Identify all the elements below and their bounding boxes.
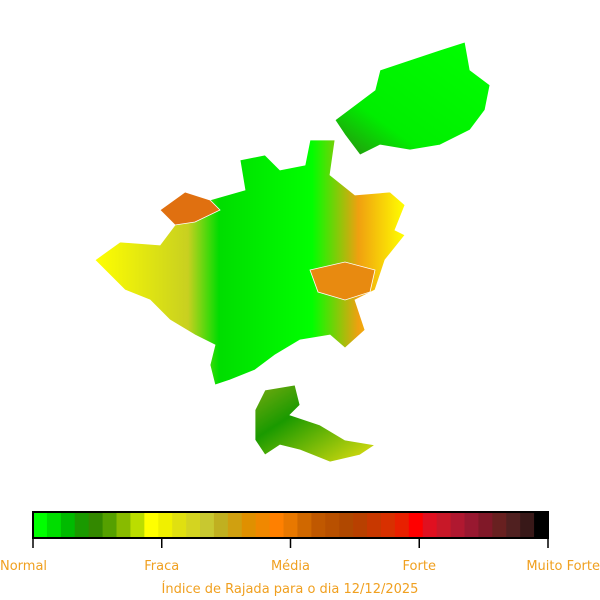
colorbar-swatch xyxy=(144,512,159,538)
colorbar-label: Forte xyxy=(403,559,436,574)
colorbar-swatch xyxy=(325,512,340,538)
region-south xyxy=(254,384,377,463)
colorbar-swatch xyxy=(46,512,62,538)
colorbar-swatch xyxy=(450,512,465,538)
colorbar-labels: Normal Fraca Média Forte Muito Forte xyxy=(0,538,600,574)
colorbar-label: Normal xyxy=(0,559,47,574)
colorbar-swatch xyxy=(213,512,229,538)
colorbar-swatch xyxy=(311,512,326,538)
colorbar-swatch xyxy=(534,512,549,538)
colorbar-swatch xyxy=(422,512,438,538)
colorbar xyxy=(33,512,549,538)
colorbar-swatch xyxy=(200,512,215,538)
colorbar-swatch xyxy=(88,512,104,538)
colorbar-swatch xyxy=(367,512,382,538)
colorbar-swatch xyxy=(464,512,479,538)
colorbar-label: Fraca xyxy=(144,559,179,574)
region-central xyxy=(94,139,406,386)
colorbar-swatch xyxy=(116,512,131,538)
colorbar-swatch xyxy=(478,512,493,538)
colorbar-swatch xyxy=(297,512,312,538)
colorbar-swatch xyxy=(520,512,535,538)
region-hotspot-east xyxy=(309,261,376,301)
colorbar-swatch xyxy=(227,512,243,538)
colorbar-swatch xyxy=(33,512,48,538)
colorbar-swatch xyxy=(74,512,90,538)
caption: Índice de Rajada para o dia 12/12/2025 xyxy=(162,581,419,597)
colorbar-swatch xyxy=(172,512,187,538)
colorbar-swatch xyxy=(255,512,271,538)
region-hotspot-north xyxy=(159,191,221,226)
colorbar-swatch xyxy=(408,512,424,538)
colorbar-swatch xyxy=(506,512,521,538)
colorbar-swatch xyxy=(339,512,354,538)
colorbar-swatch xyxy=(353,512,368,538)
colorbar-swatch xyxy=(186,512,201,538)
colorbar-swatch xyxy=(130,512,145,538)
colorbar-swatch xyxy=(102,512,118,538)
colorbar-swatch xyxy=(394,512,410,538)
colorbar-swatch xyxy=(283,512,298,538)
colorbar-swatch xyxy=(436,512,452,538)
region-north xyxy=(334,41,491,156)
colorbar-swatch xyxy=(380,512,396,538)
colorbar-swatch xyxy=(492,512,507,538)
colorbar-swatch xyxy=(158,512,173,538)
colorbar-swatch xyxy=(241,512,257,538)
colorbar-swatch xyxy=(269,512,285,538)
colorbar-label: Muito Forte xyxy=(526,559,600,574)
colorbar-swatch xyxy=(60,512,76,538)
map-regions xyxy=(94,41,491,463)
colorbar-label: Média xyxy=(271,559,310,574)
